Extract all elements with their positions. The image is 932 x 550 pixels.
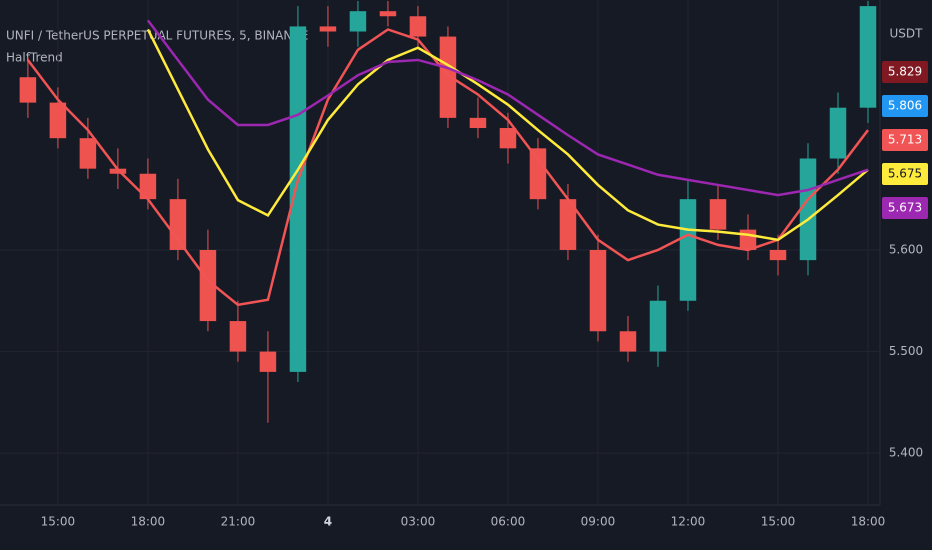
x-tick-label: 03:00 — [401, 515, 436, 529]
candle-body — [529, 148, 547, 200]
x-tick-label: 15:00 — [761, 515, 796, 529]
x-tick-label: 06:00 — [491, 515, 526, 529]
candle-body — [379, 11, 397, 17]
y-tick-label: 5.500 — [889, 344, 923, 358]
candle-body — [169, 199, 187, 250]
candle-body — [19, 77, 37, 103]
candle-body — [79, 138, 97, 169]
indicator-line — [146, 19, 869, 197]
candle-body — [199, 249, 217, 322]
x-tick-label: 12:00 — [671, 515, 706, 529]
candle-body — [859, 6, 877, 108]
candle-body — [319, 26, 337, 32]
candle-body — [349, 11, 367, 32]
x-tick-label: 15:00 — [41, 515, 76, 529]
candle-body — [139, 173, 157, 200]
candle-body — [409, 16, 427, 37]
price-tag — [882, 61, 928, 83]
candle-body — [799, 158, 817, 261]
candle-body — [679, 199, 697, 301]
candle-body — [559, 199, 577, 250]
indicator-label: HalfTrend — [6, 51, 63, 65]
candle-body — [229, 321, 247, 352]
candle-body — [259, 351, 277, 372]
x-tick-label: 18:00 — [131, 515, 166, 529]
price-tag — [882, 163, 928, 185]
candle-body — [649, 300, 667, 352]
y-tick-label: 5.600 — [889, 242, 923, 256]
price-tag-label: 5.829 — [888, 65, 922, 79]
x-tick-label: 21:00 — [221, 515, 256, 529]
candle-body — [829, 107, 847, 159]
price-tag-label: 5.713 — [888, 133, 922, 147]
candle-body — [439, 36, 457, 118]
indicator-line — [26, 28, 869, 307]
x-tick-label: 4 — [324, 515, 332, 529]
price-tag — [882, 95, 928, 117]
price-tag — [882, 129, 928, 151]
x-tick-label: 18:00 — [851, 515, 886, 529]
candle-body — [469, 117, 487, 129]
candle-body — [499, 128, 517, 149]
currency-label: USDT — [890, 27, 924, 41]
candle-body — [769, 249, 787, 261]
plot-area — [0, 0, 880, 505]
candle-body — [709, 199, 727, 230]
candle-body — [49, 102, 67, 139]
indicator-line — [146, 28, 869, 242]
candle-body — [589, 249, 607, 332]
price-tag-label: 5.806 — [888, 99, 922, 113]
price-tag-label: 5.673 — [888, 201, 922, 215]
price-tag-label: 5.675 — [888, 167, 922, 181]
price-tag — [882, 197, 928, 219]
x-tick-label: 09:00 — [581, 515, 616, 529]
y-tick-label: 5.400 — [889, 446, 923, 460]
candle-body — [619, 331, 637, 352]
chart-title: UNFI / TetherUS PERPETUAL FUTURES, 5, BI… — [6, 29, 308, 43]
